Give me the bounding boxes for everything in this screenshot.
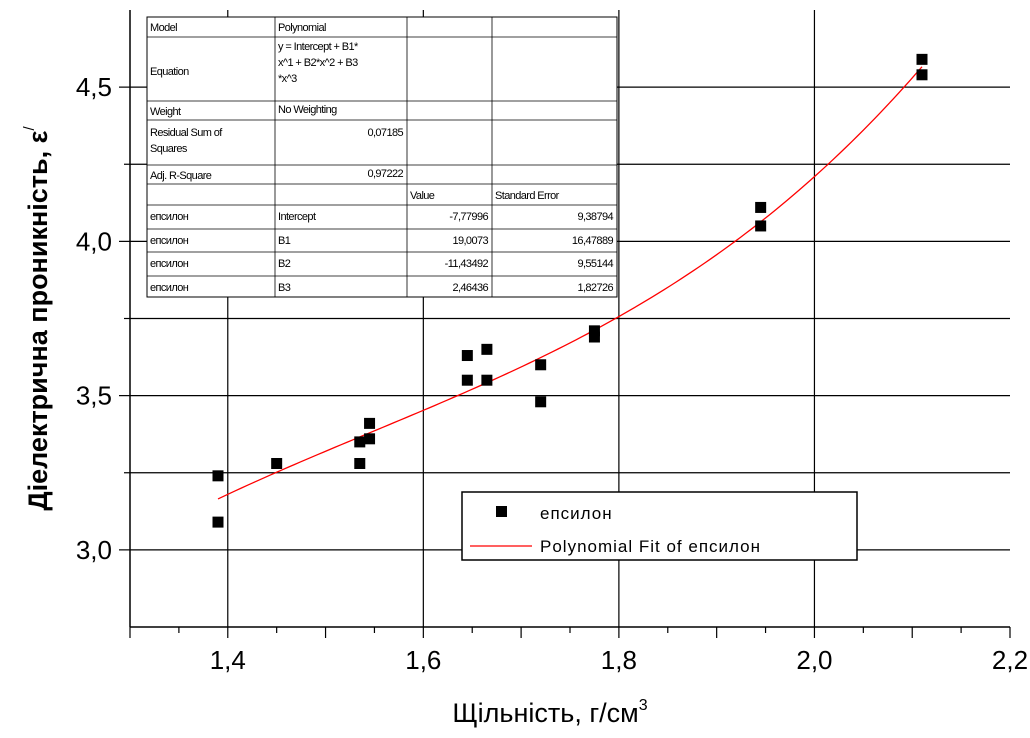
stats-row-param: B1 — [278, 235, 291, 247]
stats-model-value: Polynomial — [278, 22, 326, 34]
stats-adj-r2-value: 0,97222 — [367, 168, 403, 180]
stats-row-param: B2 — [278, 258, 291, 270]
scatter-points — [212, 53, 928, 528]
stats-row-error: 9,38794 — [577, 211, 613, 223]
data-point — [916, 69, 928, 81]
data-point — [481, 343, 493, 355]
x-tick-label: 1,6 — [405, 645, 441, 675]
axes — [119, 10, 1011, 638]
legend-label-scatter: епсилон — [540, 504, 613, 523]
data-point — [271, 457, 283, 469]
data-point — [461, 350, 473, 362]
y-tick-label: 3,0 — [76, 535, 112, 565]
data-point — [481, 374, 493, 386]
stats-weight-value: No Weighting — [278, 104, 337, 116]
x-tick-label: 2,0 — [796, 645, 832, 675]
stats-row-error: 9,55144 — [577, 258, 613, 270]
stats-table-cells: Model Polynomial Equation y = Intercept + B… — [150, 22, 614, 294]
data-point — [535, 396, 547, 408]
stats-row-series: епсилон — [150, 211, 189, 223]
stats-row-value: -11,43492 — [445, 258, 489, 270]
data-point — [755, 201, 767, 213]
stats-equation-line: *x^3 — [278, 73, 297, 85]
stats-row-error: 16,47889 — [572, 235, 614, 247]
legend-box — [461, 491, 858, 561]
stats-table-grid — [146, 16, 618, 298]
stats-error-header: Standard Error — [495, 190, 560, 202]
stats-model-label: Model — [150, 22, 177, 34]
data-point — [364, 433, 376, 445]
y-axis-label: Діелектрична проникність, ε/ — [21, 126, 53, 511]
x-tick-label: 2,2 — [992, 645, 1028, 675]
legend-label-fit: Polynomial Fit of епсилон — [540, 537, 761, 556]
fit-curve — [217, 66, 923, 500]
stats-equation-line: x^1 + B2*x^2 + B3 — [278, 57, 358, 69]
data-point — [588, 331, 600, 343]
data-point — [354, 436, 366, 448]
data-point — [364, 417, 376, 429]
stats-value-header: Value — [410, 190, 435, 202]
y-tick-label: 4,0 — [76, 226, 112, 256]
x-tick-label: 1,8 — [601, 645, 637, 675]
stats-rss-value: 0,07185 — [367, 127, 403, 139]
stats-adj-r2-label: Adj. R-Square — [150, 170, 212, 182]
x-axis-label: Щільність, г/см3 — [452, 697, 647, 728]
stats-equation-line: y = Intercept + B1* — [278, 41, 359, 53]
stats-row-value: -7,77996 — [449, 211, 488, 223]
stats-row-value: 2,46436 — [452, 282, 488, 294]
data-point — [212, 516, 224, 528]
stats-table-background — [146, 16, 618, 298]
data-point — [354, 457, 366, 469]
stats-row-series: епсилон — [150, 258, 189, 270]
data-point — [212, 470, 224, 482]
fit-statistics-table: Model Polynomial Equation y = Intercept + B… — [146, 16, 618, 298]
stats-row-value: 19,0073 — [452, 235, 488, 247]
data-point — [461, 374, 473, 386]
stats-rss-label: Residual Sum of — [150, 127, 223, 139]
data-point — [535, 359, 547, 371]
stats-weight-label: Weight — [150, 106, 181, 118]
stats-row-param: Intercept — [278, 211, 316, 223]
legend-marker-square — [496, 506, 507, 517]
legend: епсилон Polynomial Fit of епсилон — [461, 491, 858, 561]
data-point — [916, 53, 928, 65]
y-tick-label: 3,5 — [76, 381, 112, 411]
stats-row-series: епсилон — [150, 235, 189, 247]
x-tick-label: 1,4 — [210, 645, 246, 675]
stats-row-param: B3 — [278, 282, 291, 294]
data-point — [588, 325, 600, 337]
y-tick-label: 4,5 — [76, 72, 112, 102]
stats-row-error: 1,82726 — [577, 282, 613, 294]
stats-row-series: епсилон — [150, 282, 189, 294]
stats-equation-label: Equation — [150, 66, 189, 78]
stats-rss-label: Squares — [150, 143, 188, 155]
fit-curve-layer — [217, 66, 923, 500]
data-point — [755, 220, 767, 232]
tick-labels: 1,4 1,6 1,8 2,0 2,2 3,0 3,5 4,0 4,5 — [76, 72, 1028, 675]
